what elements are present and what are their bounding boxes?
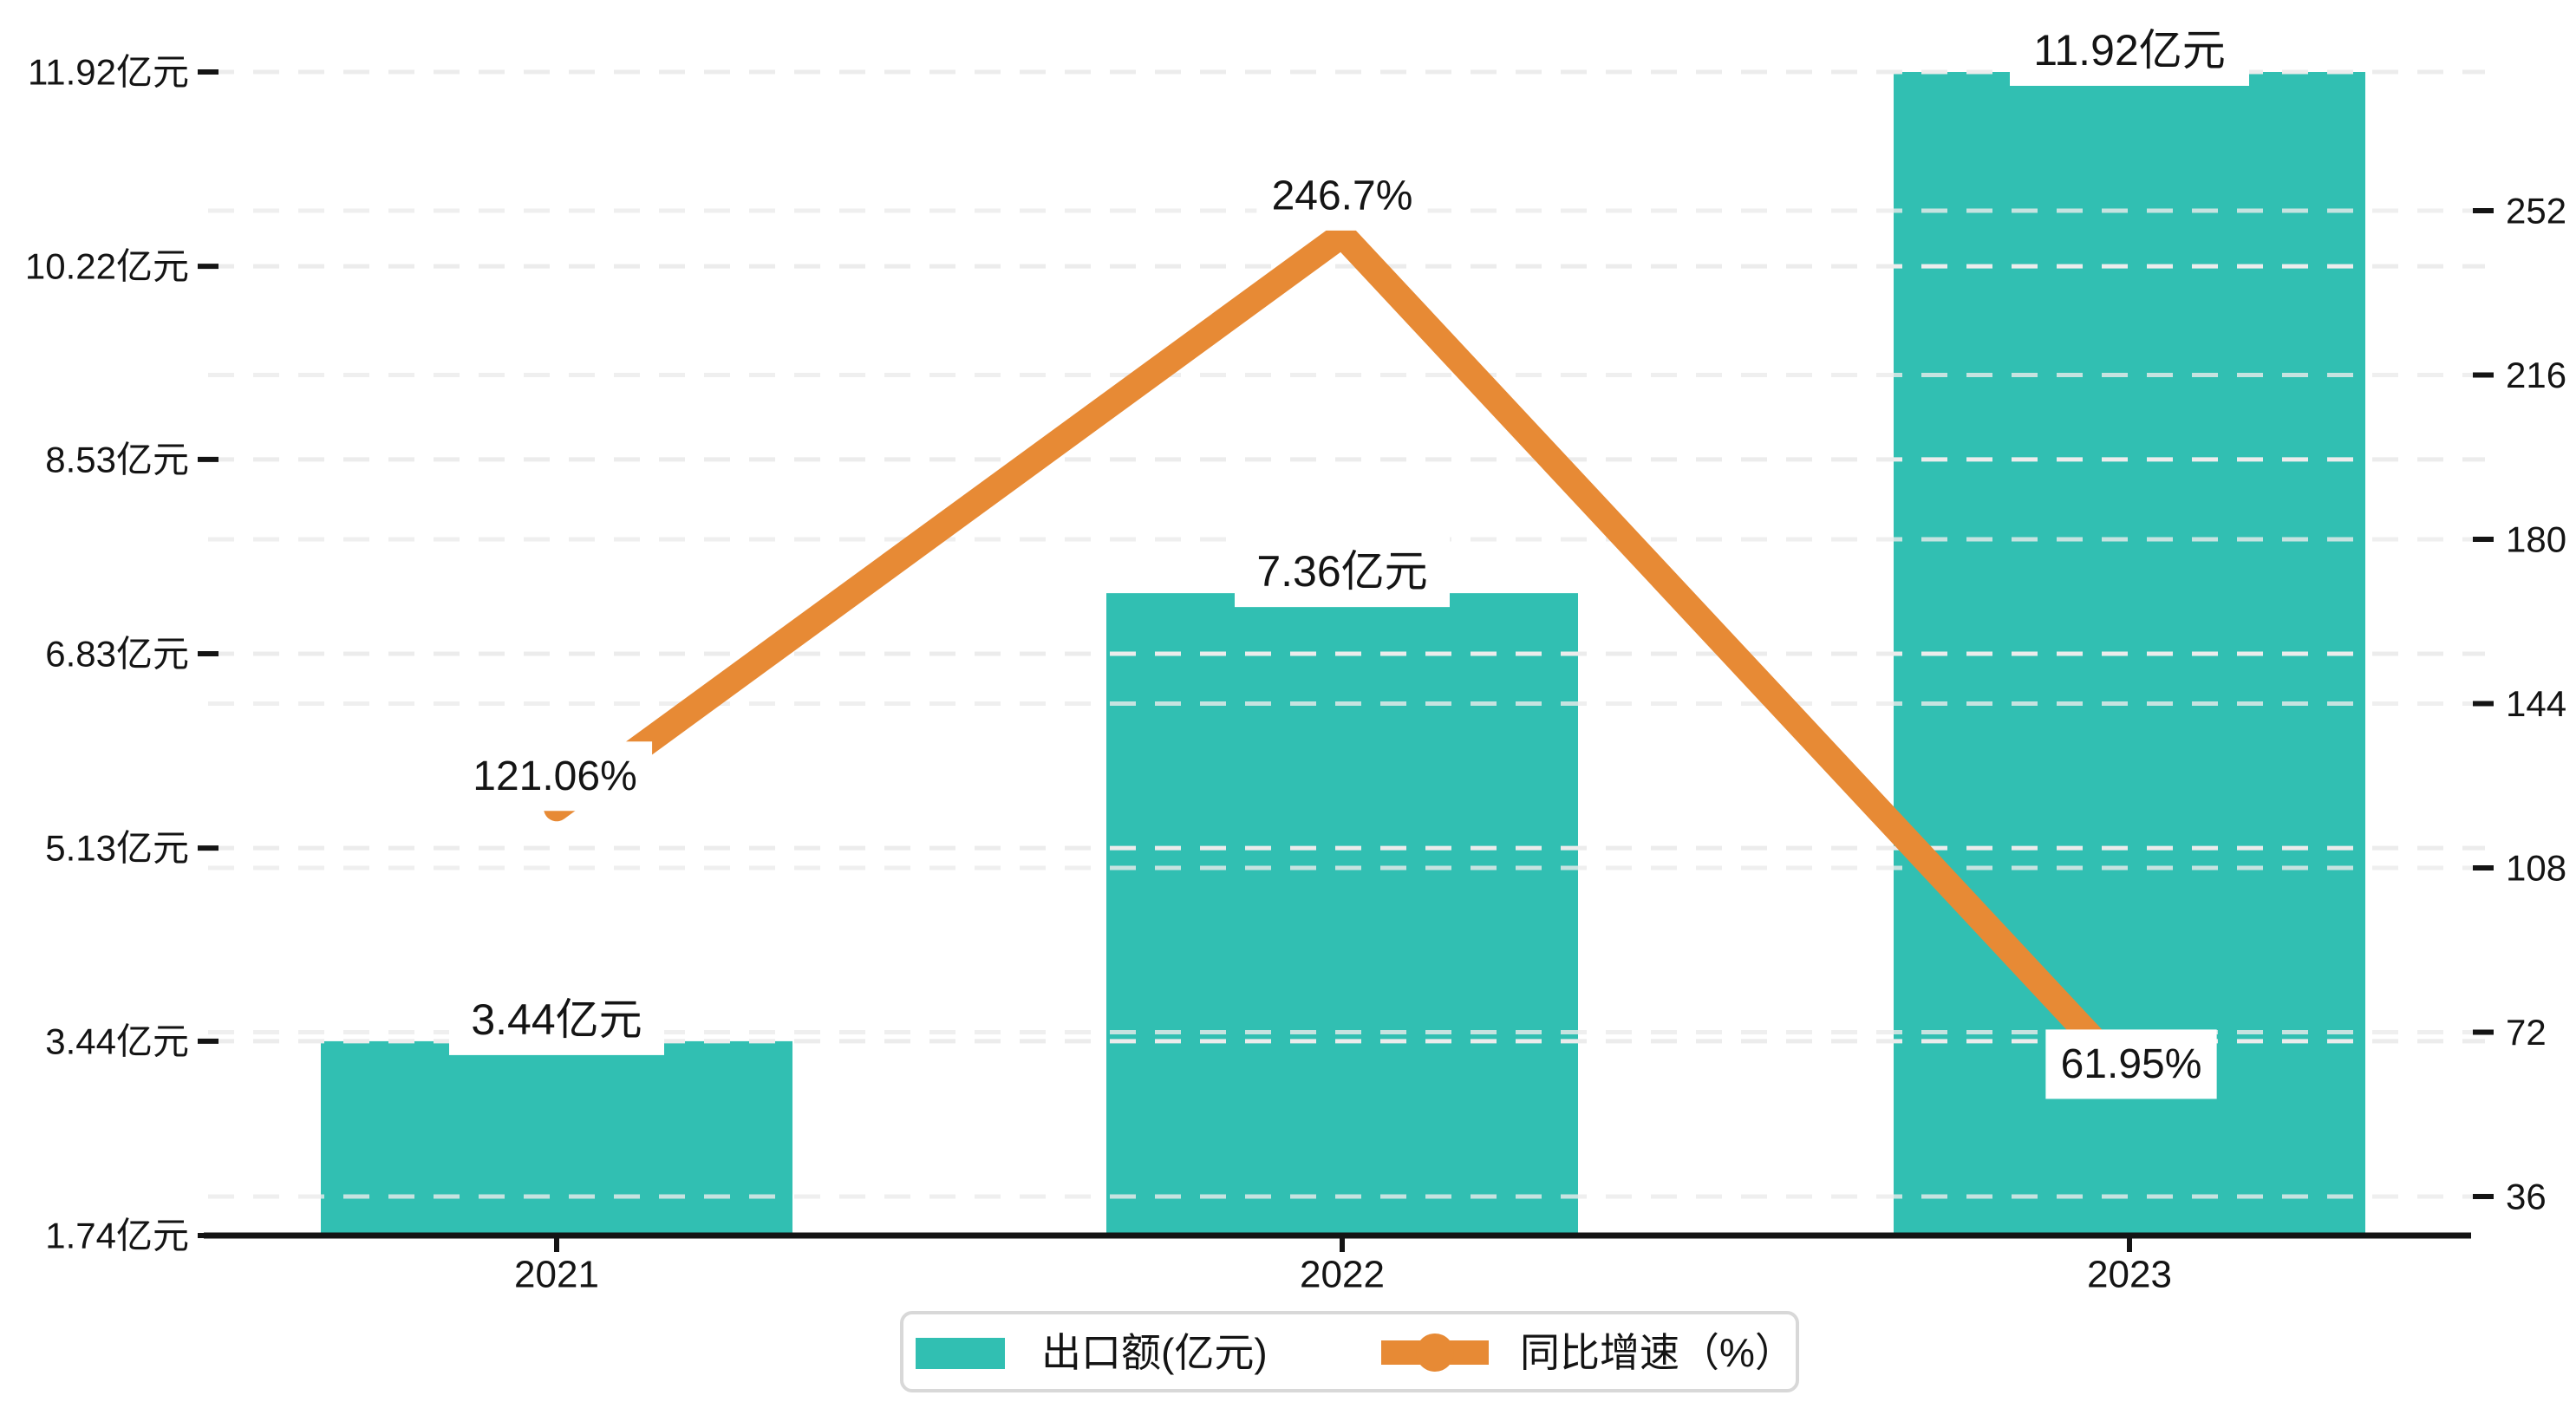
growth-point-label-2022-box xyxy=(1256,160,1428,231)
bar-label-2022-box xyxy=(1235,536,1450,608)
growth-line xyxy=(544,217,2142,1092)
left-axis-label-0: 11.92亿元 xyxy=(28,52,189,93)
left-axis-label-3: 6.83亿元 xyxy=(45,634,189,675)
export-bar-2021 xyxy=(321,1040,792,1236)
bar-label-2022: 7.36亿元 xyxy=(1256,547,1427,596)
legend-line-label: 同比增速（%） xyxy=(1520,1330,1795,1375)
x-label-2023: 2023 xyxy=(2087,1254,2172,1296)
legend-box xyxy=(900,1311,1799,1392)
growth-point-label-2023-box xyxy=(2045,1029,2217,1099)
bar-label-2023: 11.92亿元 xyxy=(2033,26,2225,75)
right-axis-label-2: 180 xyxy=(2506,519,2566,560)
x-label-2022: 2022 xyxy=(1300,1254,1385,1296)
right-axis-label-5: 72 xyxy=(2506,1012,2547,1053)
left-axis-label-2: 8.53亿元 xyxy=(45,439,189,479)
growth-point-label-2023: 61.95% xyxy=(2061,1041,2202,1087)
x-label-2021: 2021 xyxy=(514,1254,599,1296)
legend-bar-swatch xyxy=(916,1338,1005,1369)
left-axis-label-6: 1.74亿元 xyxy=(45,1216,189,1256)
legend-bar-label: 出口额(亿元) xyxy=(1041,1330,1268,1375)
growth-point-label-2021: 121.06% xyxy=(473,753,637,799)
bar-label-2021-box xyxy=(449,983,664,1055)
bar-label-2021: 3.44亿元 xyxy=(471,995,642,1044)
right-axis-label-1: 216 xyxy=(2506,355,2566,395)
export-bar-2022 xyxy=(1106,593,1578,1236)
left-axis-label-5: 3.44亿元 xyxy=(45,1020,189,1061)
right-axis-label-0: 252 xyxy=(2506,191,2566,231)
left-axis-label-4: 5.13亿元 xyxy=(45,828,189,869)
legend-line-dot-icon xyxy=(1416,1333,1454,1372)
growth-point-label-2022: 246.7% xyxy=(1272,173,1413,218)
right-axis-label-3: 144 xyxy=(2506,683,2566,724)
left-axis-label-1: 10.22亿元 xyxy=(25,246,189,287)
growth-point-label-2021-box xyxy=(457,741,653,812)
bar-label-2023-box xyxy=(2010,15,2249,86)
right-axis-label-6: 36 xyxy=(2506,1177,2547,1217)
right-axis-label-4: 108 xyxy=(2506,848,2566,889)
